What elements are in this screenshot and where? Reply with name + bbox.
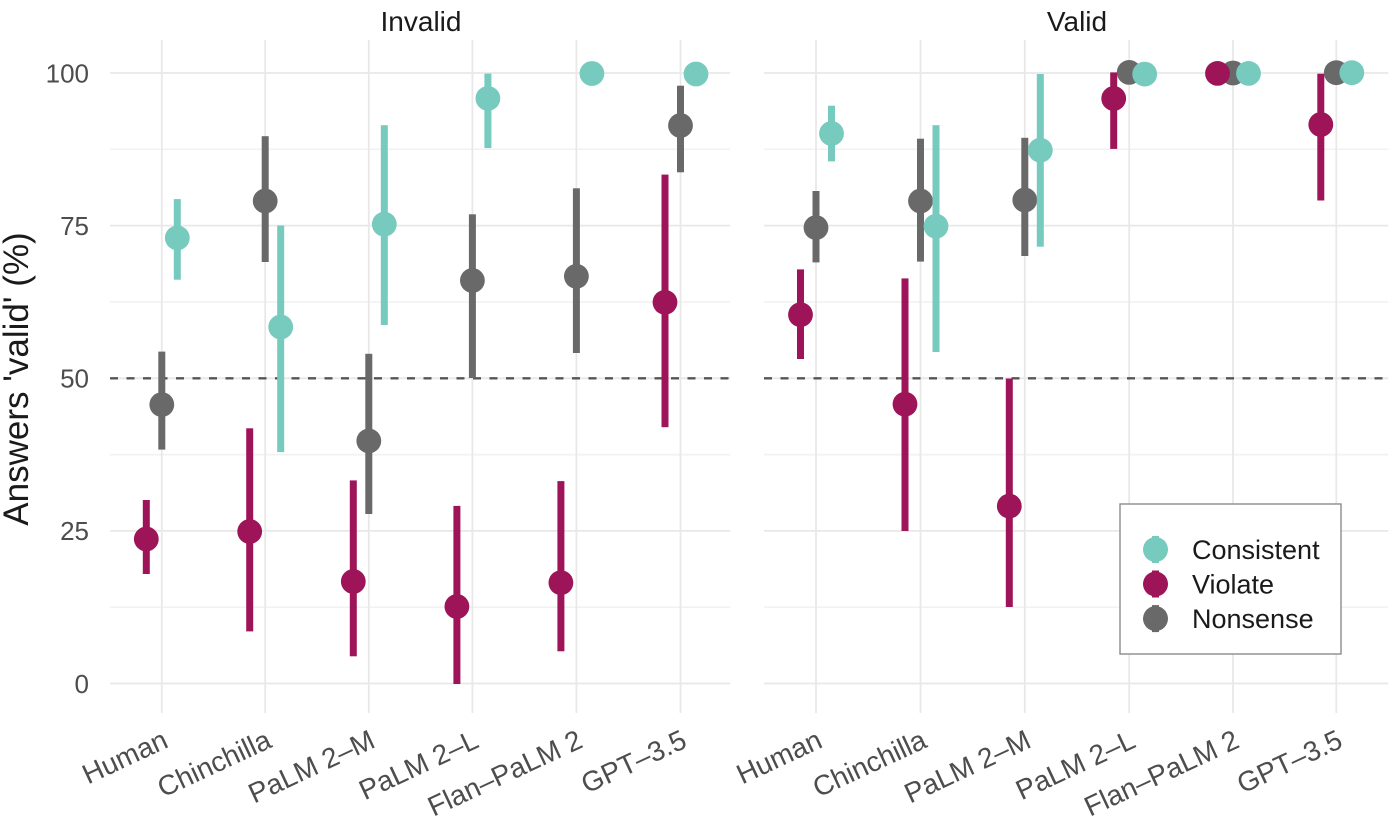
svg-text:0: 0 [75, 669, 89, 699]
svg-text:Nonsense: Nonsense [1192, 604, 1314, 634]
svg-text:25: 25 [60, 516, 89, 546]
svg-text:Valid: Valid [1047, 6, 1107, 37]
svg-text:75: 75 [60, 211, 89, 241]
svg-text:100: 100 [46, 58, 89, 88]
svg-text:Invalid: Invalid [381, 6, 462, 37]
svg-text:Answers 'valid' (%): Answers 'valid' (%) [0, 232, 36, 525]
svg-text:Consistent: Consistent [1192, 535, 1320, 565]
svg-text:50: 50 [60, 364, 89, 394]
svg-text:Violate: Violate [1192, 569, 1274, 599]
